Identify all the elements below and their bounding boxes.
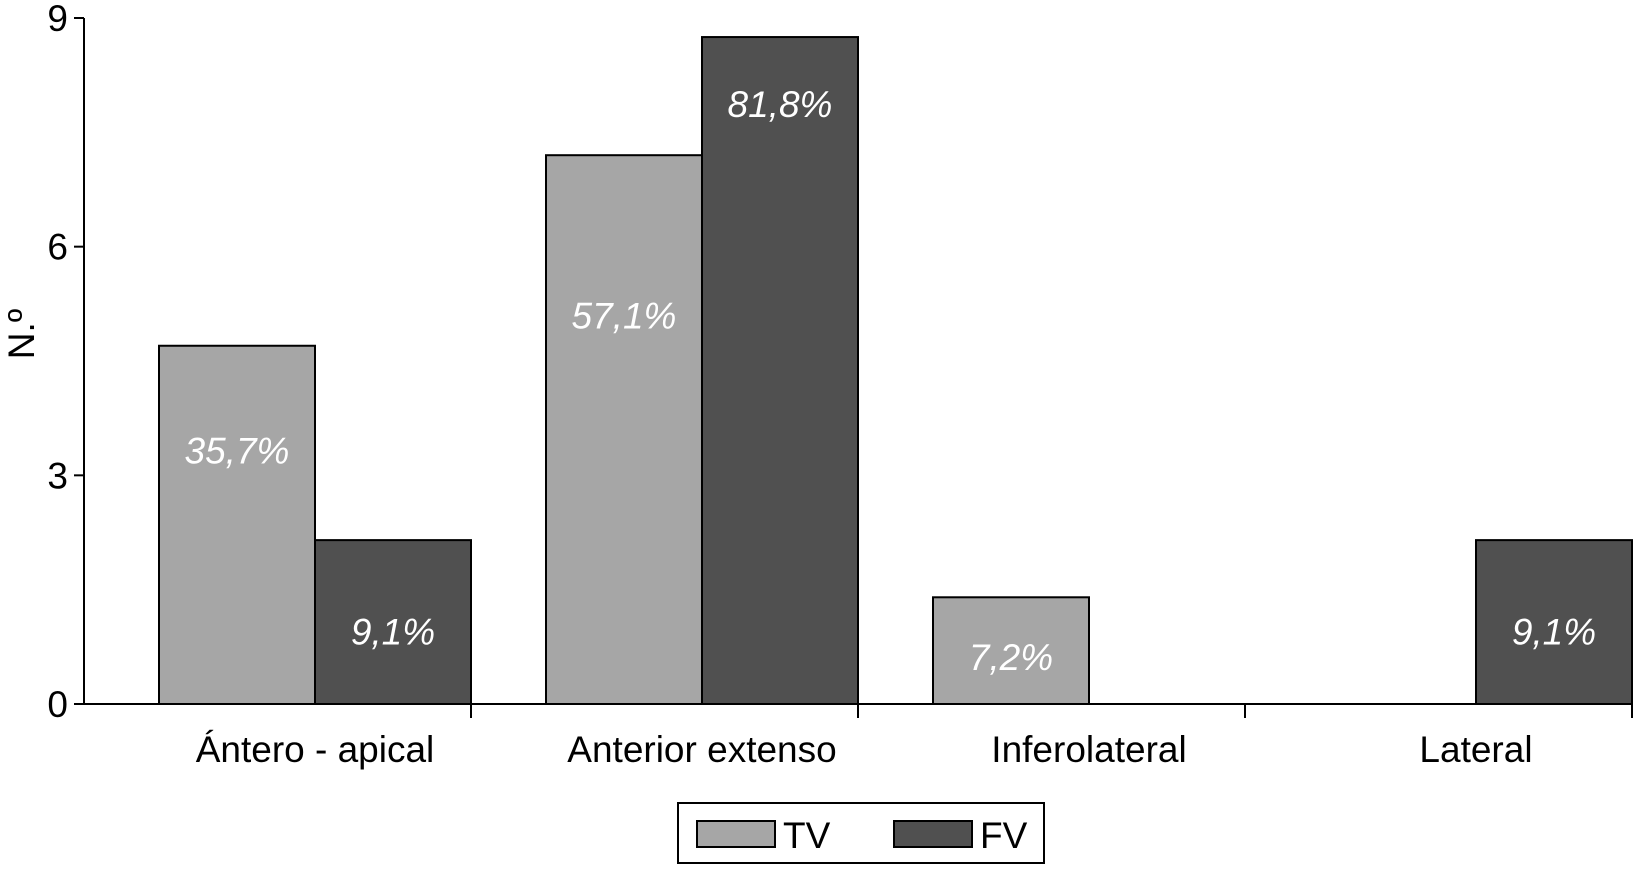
bar-tv	[545, 154, 703, 705]
bar-tv	[158, 344, 316, 705]
y-tick-label: 0	[47, 684, 68, 725]
bar-value-label: 35,7%	[185, 431, 290, 472]
y-tick-label: 6	[47, 227, 68, 268]
bar-value-label: 9,1%	[1512, 611, 1596, 652]
y-tick-label: 3	[47, 455, 68, 496]
bar-fv	[701, 36, 859, 706]
legend-swatch-tv	[696, 820, 776, 848]
legend-swatch-fv	[893, 820, 973, 848]
bar-value-labels: 35,7% 57,1% 7,2% 9,1% 81,8% 9,1%	[185, 84, 1597, 678]
bar-value-label: 81,8%	[728, 84, 833, 125]
bar-tv	[932, 596, 1090, 705]
bar-value-label: 7,2%	[969, 637, 1053, 678]
bar-value-label: 57,1%	[572, 295, 677, 336]
x-category-label: Anterior extenso	[567, 729, 836, 770]
bar-value-label: 9,1%	[351, 611, 435, 652]
legend-label-fv: FV	[980, 815, 1028, 856]
bar-fv	[1475, 539, 1633, 705]
x-category-label: Ántero - apical	[196, 729, 435, 770]
y-axis-title: N.º	[1, 308, 42, 359]
x-category-label: Inferolateral	[991, 729, 1186, 770]
y-tick-label: 9	[47, 0, 68, 39]
legend: TV FV	[677, 802, 1045, 864]
bar-fv	[314, 539, 472, 705]
legend-label-tv: TV	[783, 815, 831, 856]
axes: 0 3 6 9 Ántero - apical Anterior extenso Infer…	[47, 0, 1633, 770]
bars	[158, 36, 1633, 706]
x-category-label: Lateral	[1419, 729, 1532, 770]
